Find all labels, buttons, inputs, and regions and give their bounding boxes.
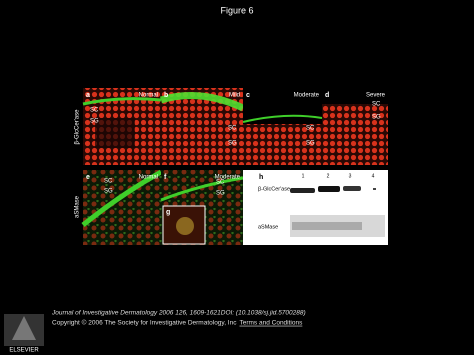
annotation: SC <box>104 179 113 185</box>
panel-letter: b <box>164 92 168 99</box>
panel-e: e Normal SC SG <box>81 169 163 245</box>
panel-f: f Moderate SC SG g <box>160 170 244 245</box>
lane-label: 4 <box>372 173 375 179</box>
panel-c: c Moderate SC SG <box>242 88 323 165</box>
panel-b: b Mild SC SG <box>159 88 245 165</box>
blot-label: aSMase <box>258 224 278 230</box>
logo-text: ELSEVIER <box>9 348 39 354</box>
annotation: SC <box>372 102 381 108</box>
panel-label: Moderate <box>294 93 320 99</box>
panel-letter: d <box>325 92 329 99</box>
annotation: SG <box>372 115 381 121</box>
blot-label: β-GlcCer'ase <box>258 186 290 192</box>
annotation: SG <box>216 191 225 197</box>
panel-d: d Severe SC SG <box>322 88 388 165</box>
lane-label: 2 <box>327 173 330 179</box>
copyright: Copyright © 2006 The Society for Investi… <box>52 319 237 327</box>
panel-letter: e <box>86 174 90 181</box>
panel-letter: g <box>166 209 170 216</box>
panel-label: Mild <box>229 93 240 99</box>
slide-title: Figure 6 <box>220 5 253 15</box>
publisher-logo: ELSEVIER <box>4 314 44 354</box>
citation: Journal of Investigative Dermatology 200… <box>51 310 306 317</box>
annotation: SG <box>90 119 99 125</box>
panel-label: Moderate <box>215 175 241 181</box>
panel-letter: a <box>86 92 90 99</box>
annotation: SC <box>228 126 237 132</box>
panel-label: Normal <box>139 175 158 181</box>
annotation: SC <box>306 126 315 132</box>
annotation: SG <box>104 189 113 195</box>
annotation: SC <box>90 108 99 114</box>
panel-letter: f <box>164 174 167 181</box>
lane-label: 3 <box>349 173 352 179</box>
lane-label: 1 <box>302 173 305 179</box>
panel-letter: h <box>259 174 263 181</box>
annotation: SG <box>228 141 237 147</box>
row-label: aSMase <box>75 195 81 218</box>
annotation: SC <box>216 180 225 186</box>
panel-h: h 1 2 3 4 β-GlcCer'ase aSMase <box>243 170 388 245</box>
panel-letter: c <box>246 92 250 99</box>
panel-label: Normal <box>139 93 158 99</box>
annotation: SG <box>306 141 315 147</box>
terms-link[interactable]: Terms and Conditions <box>239 320 303 327</box>
panel-a: a Normal SC SG <box>82 88 162 165</box>
panel-label: Severe <box>366 93 386 99</box>
row-label: β-GlcCer'ase <box>75 109 81 145</box>
